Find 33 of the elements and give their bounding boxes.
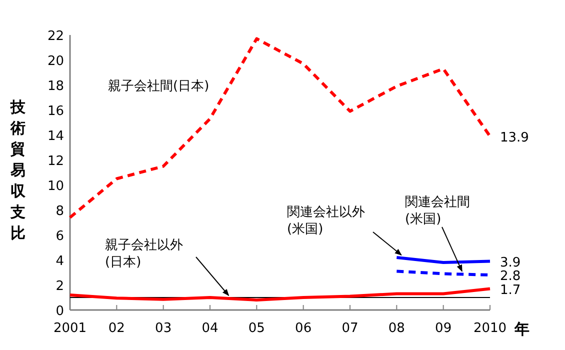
data-label: 2.8 (500, 269, 521, 284)
x-tick-label: 06 (295, 321, 312, 336)
x-tick-label: 2010 (473, 321, 507, 336)
y-tick-label: 0 (56, 304, 64, 319)
y-tick-label: 20 (47, 54, 64, 69)
y-tick-label: 12 (47, 154, 64, 169)
data-label: 1.7 (500, 282, 521, 298)
x-tick-label: 03 (155, 321, 172, 336)
series-label: 親子会社間(日本) (108, 79, 210, 94)
text: 関連会社間 (米国) (405, 195, 470, 227)
data-label: 3.9 (500, 255, 521, 270)
x-tick-label: 04 (202, 321, 218, 336)
y-axis-title: 技術貿易収支比 (10, 98, 26, 242)
x-tick-label: 08 (388, 321, 405, 336)
y-tick-label: 6 (56, 229, 64, 244)
y-tick-label: 2 (56, 279, 64, 294)
text: 関連会社以外 (米国) (287, 205, 365, 237)
line-series (68, 287, 492, 302)
y-tick-label: 22 (47, 29, 64, 44)
x-tick-label: 05 (248, 321, 265, 336)
x-tick-label: 07 (342, 321, 358, 336)
y-tick-label: 14 (47, 129, 64, 144)
y-tick-label: 18 (47, 79, 64, 94)
x-axis-title: 年 (514, 320, 530, 338)
x-tick-label: 2001 (53, 321, 87, 336)
text: 親子会社以外 (日本) (105, 238, 183, 270)
y-tick-label: 8 (56, 204, 64, 219)
x-tick-label: 09 (435, 321, 452, 336)
y-tick-label: 10 (47, 179, 64, 194)
x-tick-label: 02 (108, 321, 125, 336)
data-label: 13.9 (500, 130, 529, 146)
y-tick-label: 16 (47, 104, 64, 119)
y-tick-label: 4 (56, 254, 64, 269)
